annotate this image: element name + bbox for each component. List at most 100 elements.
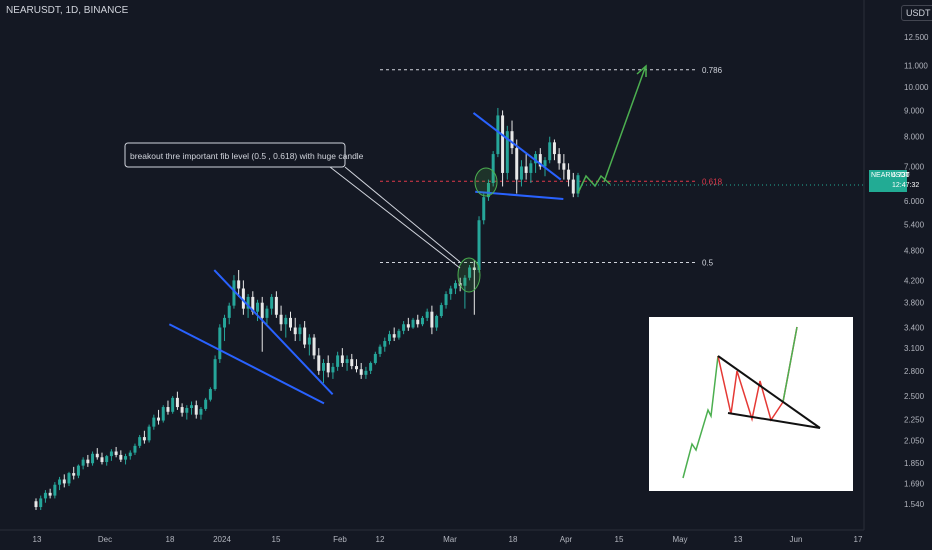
y-tick-label: 7.000 — [904, 162, 925, 171]
candle-body — [538, 154, 542, 167]
candle-body — [62, 479, 66, 484]
candle-body — [387, 334, 391, 342]
candle-body — [72, 473, 76, 476]
candle-body — [91, 453, 95, 464]
candle-body — [444, 294, 448, 306]
candle-body — [213, 359, 217, 390]
symbol-title[interactable]: NEARUSDT, 1D, BINANCE — [6, 5, 129, 16]
candle-body — [326, 362, 330, 373]
y-tick-label: 1.540 — [904, 500, 925, 509]
candle-body — [397, 330, 401, 338]
candle-body — [100, 457, 104, 463]
candle-body — [557, 154, 561, 164]
trendline — [168, 323, 325, 405]
x-tick-label: May — [672, 535, 687, 544]
candle-body — [227, 305, 231, 318]
candle-body — [194, 405, 198, 415]
candle-body — [425, 311, 429, 318]
y-tick-label: 2.250 — [904, 416, 925, 425]
fib-label: 0.786 — [702, 66, 723, 75]
breakout-circle — [457, 257, 481, 293]
candle-body — [345, 359, 349, 363]
y-tick-label: 4.200 — [904, 276, 925, 285]
candle-body — [133, 445, 137, 453]
x-tick-label: Mar — [443, 535, 457, 544]
candle-body — [529, 163, 533, 173]
y-tick-label: 5.400 — [904, 220, 925, 229]
inset-uptrend — [682, 355, 719, 479]
price-badge: NEARUSDT 6.730 12:47:32 — [869, 170, 919, 192]
projection-zigzag — [577, 174, 611, 194]
candle-body — [331, 366, 335, 373]
projection-arrowhead — [636, 64, 647, 77]
candle-body — [237, 280, 241, 289]
candle-body — [81, 459, 85, 466]
y-tick-label: 11.000 — [904, 62, 928, 71]
candle-body — [307, 337, 311, 345]
candle-body — [223, 317, 227, 328]
candle-body — [180, 407, 184, 413]
breakout-circle — [474, 167, 498, 197]
inset-breakout — [782, 326, 798, 403]
candle-body — [270, 296, 274, 309]
badge-price: 6.730 — [892, 172, 910, 179]
candle-body — [43, 492, 47, 499]
candle-body — [53, 484, 57, 496]
y-tick-label: 2.050 — [904, 436, 925, 445]
candle-body — [519, 166, 523, 180]
candle-body — [157, 417, 161, 421]
x-tick-label: Apr — [560, 535, 573, 544]
x-tick-label: Jun — [790, 535, 803, 544]
x-tick-label: 17 — [854, 535, 863, 544]
candle-body — [39, 498, 43, 508]
candle-body — [449, 288, 453, 295]
candle-body — [402, 324, 406, 331]
candle-body — [364, 370, 368, 375]
y-tick-label: 12.500 — [904, 33, 929, 42]
candle-body — [439, 305, 443, 317]
candle-body — [505, 131, 509, 173]
projection-line — [603, 67, 646, 183]
candle-body — [359, 369, 363, 375]
candle-body — [510, 131, 514, 149]
trendline — [472, 112, 562, 181]
candle-body — [548, 142, 552, 161]
candle-body — [571, 179, 575, 194]
inset-bg — [649, 317, 853, 491]
candle-body — [256, 302, 260, 312]
candle-body — [312, 337, 316, 356]
candle-body — [166, 407, 170, 412]
trendline — [213, 269, 334, 395]
x-tick-label: 18 — [166, 535, 175, 544]
candle-body — [204, 399, 208, 409]
candle-body — [175, 397, 179, 408]
candle-body — [420, 317, 424, 325]
candle-body — [95, 453, 99, 458]
y-tick-label: 4.800 — [904, 247, 925, 256]
candle-body — [336, 355, 340, 367]
fib-label: 0.5 — [702, 259, 714, 268]
candle-body — [562, 163, 566, 170]
x-tick-label: 15 — [615, 535, 624, 544]
candle-body — [435, 316, 439, 328]
y-tick-label: 1.690 — [904, 479, 925, 488]
currency-button[interactable]: USDT — [901, 5, 932, 21]
candle-body — [392, 334, 396, 338]
candle-body — [293, 327, 297, 335]
y-tick-label: 8.000 — [904, 133, 925, 142]
x-tick-label: 12 — [376, 535, 385, 544]
candle-body — [321, 362, 325, 371]
candle-body — [185, 407, 189, 413]
candle-body — [576, 175, 580, 194]
candle-body — [524, 166, 528, 173]
candle-body — [289, 317, 293, 328]
x-tick-label: 2024 — [213, 535, 231, 544]
candle-body — [109, 451, 113, 457]
candle-body — [265, 308, 269, 318]
candle-body — [218, 327, 222, 360]
x-tick-label: 13 — [734, 535, 743, 544]
candle-body — [491, 154, 495, 183]
candle-body — [501, 115, 505, 173]
candle-body — [482, 197, 486, 221]
